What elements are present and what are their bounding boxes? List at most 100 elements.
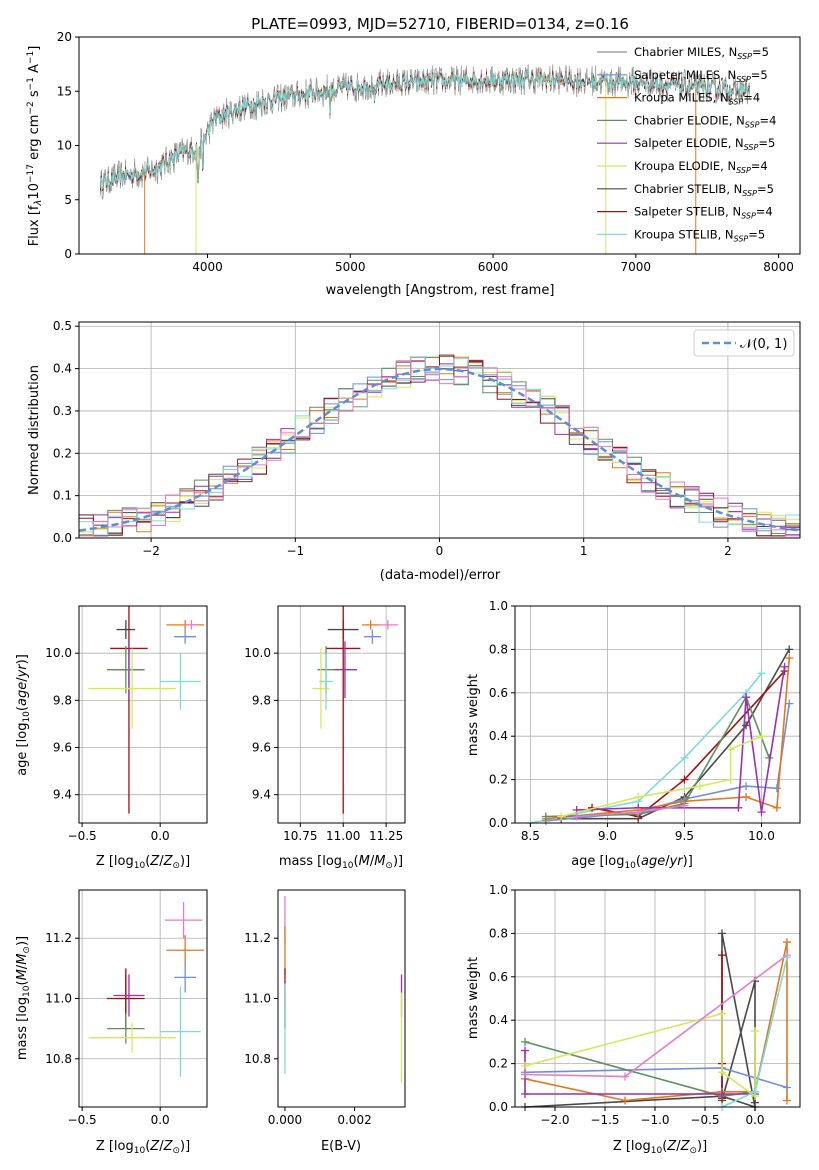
y-tick-label: 11.2 xyxy=(244,931,271,945)
x-tick-label: 6000 xyxy=(478,260,509,274)
x-tick-label: 11.25 xyxy=(369,829,403,843)
x-tick-label: 0.000 xyxy=(268,1113,302,1127)
residual-histograms xyxy=(78,354,801,537)
spectrum-legend: Chabrier MILES, NSSP=5 Salpeter MILES, NS… xyxy=(597,45,776,243)
mass-vs-metallicity-panel: −0.5 0.0 10.8 11.0 11.2 xyxy=(45,889,208,1127)
legend-label: Chabrier STELIB, NSSP=5 xyxy=(634,182,774,198)
histogram-pink xyxy=(79,360,800,537)
series-line xyxy=(524,941,788,1102)
y-tick-label: 0 xyxy=(64,247,72,261)
x-tick-label: 1 xyxy=(580,544,588,558)
weight-vs-age-ylabel: mass weight xyxy=(466,674,481,756)
y-tick-label: 9.6 xyxy=(252,741,271,755)
y-tick-label: 0.0 xyxy=(489,1100,508,1114)
series-point xyxy=(521,1089,529,1098)
y-tick-label: 0.2 xyxy=(53,446,72,460)
y-tick-label: 0.4 xyxy=(489,1013,508,1027)
spectrum-panel: 4000 5000 6000 7000 8000 0 5 10 15 20 wavelength … xyxy=(26,30,801,298)
y-tick-label: 10 xyxy=(57,139,72,153)
y-tick-label: 0.4 xyxy=(53,362,72,376)
y-tick-label: 0.4 xyxy=(489,729,508,743)
y-tick-label: 1.0 xyxy=(489,883,508,897)
series-point xyxy=(621,1072,629,1081)
mass-vs-Z-xlabel: Z [log10(Z/Z⊙)] xyxy=(96,1139,190,1156)
mass-vs-Z-ylabel: mass [log10(M/M⊙)] xyxy=(15,936,32,1060)
x-tick-label: 0.0 xyxy=(745,1113,764,1127)
series-point xyxy=(742,693,751,702)
series-line xyxy=(545,703,790,822)
series-point xyxy=(695,782,704,791)
legend-label: Chabrier ELODIE, NSSP=4 xyxy=(634,113,776,129)
y-tick-label: 10.0 xyxy=(244,646,271,660)
x-tick-label: −1 xyxy=(286,544,304,558)
legend-label: Kroupa ELODIE, NSSP=4 xyxy=(634,159,768,175)
y-tick-label: 9.6 xyxy=(53,741,72,755)
x-tick-label: 7000 xyxy=(621,260,652,274)
y-tick-label: 0.8 xyxy=(489,926,508,940)
y-tick-label: 10.8 xyxy=(45,1052,72,1066)
x-tick-label: 11.00 xyxy=(326,829,360,843)
y-tick-label: 10.0 xyxy=(45,646,72,660)
series-point xyxy=(521,1037,529,1046)
weight-vs-Z-ylabel: mass weight xyxy=(466,957,481,1039)
y-tick-label: 11.2 xyxy=(45,931,72,945)
y-tick-label: 0.2 xyxy=(489,773,508,787)
y-tick-label: 1.0 xyxy=(489,599,508,613)
y-tick-label: 15 xyxy=(57,84,72,98)
legend-label: Salpeter MILES, NSSP=5 xyxy=(634,68,768,84)
y-tick-label: 0.0 xyxy=(53,531,72,545)
series-line xyxy=(561,649,790,820)
series-point xyxy=(783,938,791,947)
series-point xyxy=(634,808,643,817)
weight-vs-age-xlabel: age [log10(age/yr)] xyxy=(571,854,693,871)
y-tick-label: 0.6 xyxy=(489,686,508,700)
x-tick-label: −0.5 xyxy=(690,1113,719,1127)
y-tick-label: 10.8 xyxy=(244,1052,271,1066)
x-tick-label: 10.75 xyxy=(283,829,317,843)
residual-panel: −2 −1 0 1 2 0.0 0.1 0.2 0.3 0.4 0.5 (data-model)/e… xyxy=(27,319,801,583)
legend-label: Chabrier MILES, NSSP=5 xyxy=(634,45,769,61)
legend-label: Salpeter ELODIE, NSSP=5 xyxy=(634,136,775,152)
x-tick-label: 9.5 xyxy=(675,829,694,843)
y-tick-label: 9.8 xyxy=(53,693,72,707)
residual-ticks: −2 −1 0 1 2 0.0 0.1 0.2 0.3 0.4 0.5 xyxy=(53,319,732,558)
series-point xyxy=(680,775,689,784)
series-line xyxy=(545,658,790,820)
x-tick-label: 9.0 xyxy=(598,829,617,843)
series-point xyxy=(785,654,794,663)
x-tick-label: −0.5 xyxy=(68,829,97,843)
series-point xyxy=(783,953,791,962)
series-line xyxy=(524,954,788,1078)
series-line xyxy=(545,695,770,818)
x-tick-label: 8000 xyxy=(763,260,794,274)
x-tick-label: 0.0 xyxy=(151,829,170,843)
age-vs-mass-panel: 10.75 11.00 11.25 9.4 9.6 9.8 10.0 xyxy=(244,605,406,843)
series-point xyxy=(757,669,766,678)
series-point xyxy=(783,1083,791,1092)
series-point xyxy=(783,1096,791,1105)
mass-vs-ebv-panel: 0.000 0.002 10.8 11.0 11.2 xyxy=(244,889,406,1127)
y-tick-label: 0.0 xyxy=(489,816,508,830)
weight-vs-age-panel: 8.5 9.0 9.5 10.0 0.0 0.2 0.4 0.6 0.8 1.0 xyxy=(489,599,801,843)
series-point xyxy=(718,951,726,960)
y-tick-label: 11.0 xyxy=(244,992,271,1006)
series-point xyxy=(772,784,781,793)
series-point xyxy=(621,1096,629,1105)
x-tick-label: −1.5 xyxy=(590,1113,619,1127)
spectrum-line-kroupa-stelib xyxy=(100,70,751,190)
axes-frame xyxy=(277,889,406,1108)
x-tick-label: 10.0 xyxy=(748,829,775,843)
series-point xyxy=(634,792,643,801)
y-tick-label: 5 xyxy=(64,193,72,207)
series-point xyxy=(572,812,581,821)
x-tick-label: −0.5 xyxy=(68,1113,97,1127)
residual-legend-label: 𝒩(0, 1) xyxy=(740,337,787,352)
normal-curve xyxy=(78,367,801,532)
series-point xyxy=(718,1009,726,1018)
axes-frame xyxy=(78,605,208,824)
spectrum-plot-area xyxy=(100,64,751,254)
legend-label: Salpeter STELIB, NSSP=4 xyxy=(634,205,773,221)
weight-vs-metallicity-panel: −2.0 −1.5 −1.0 −0.5 0.0 0.0 0.2 0.4 0.6 0.8 1.0 xyxy=(489,883,801,1127)
spectrum-ticks: 4000 5000 6000 7000 8000 0 5 10 15 20 xyxy=(57,30,794,274)
